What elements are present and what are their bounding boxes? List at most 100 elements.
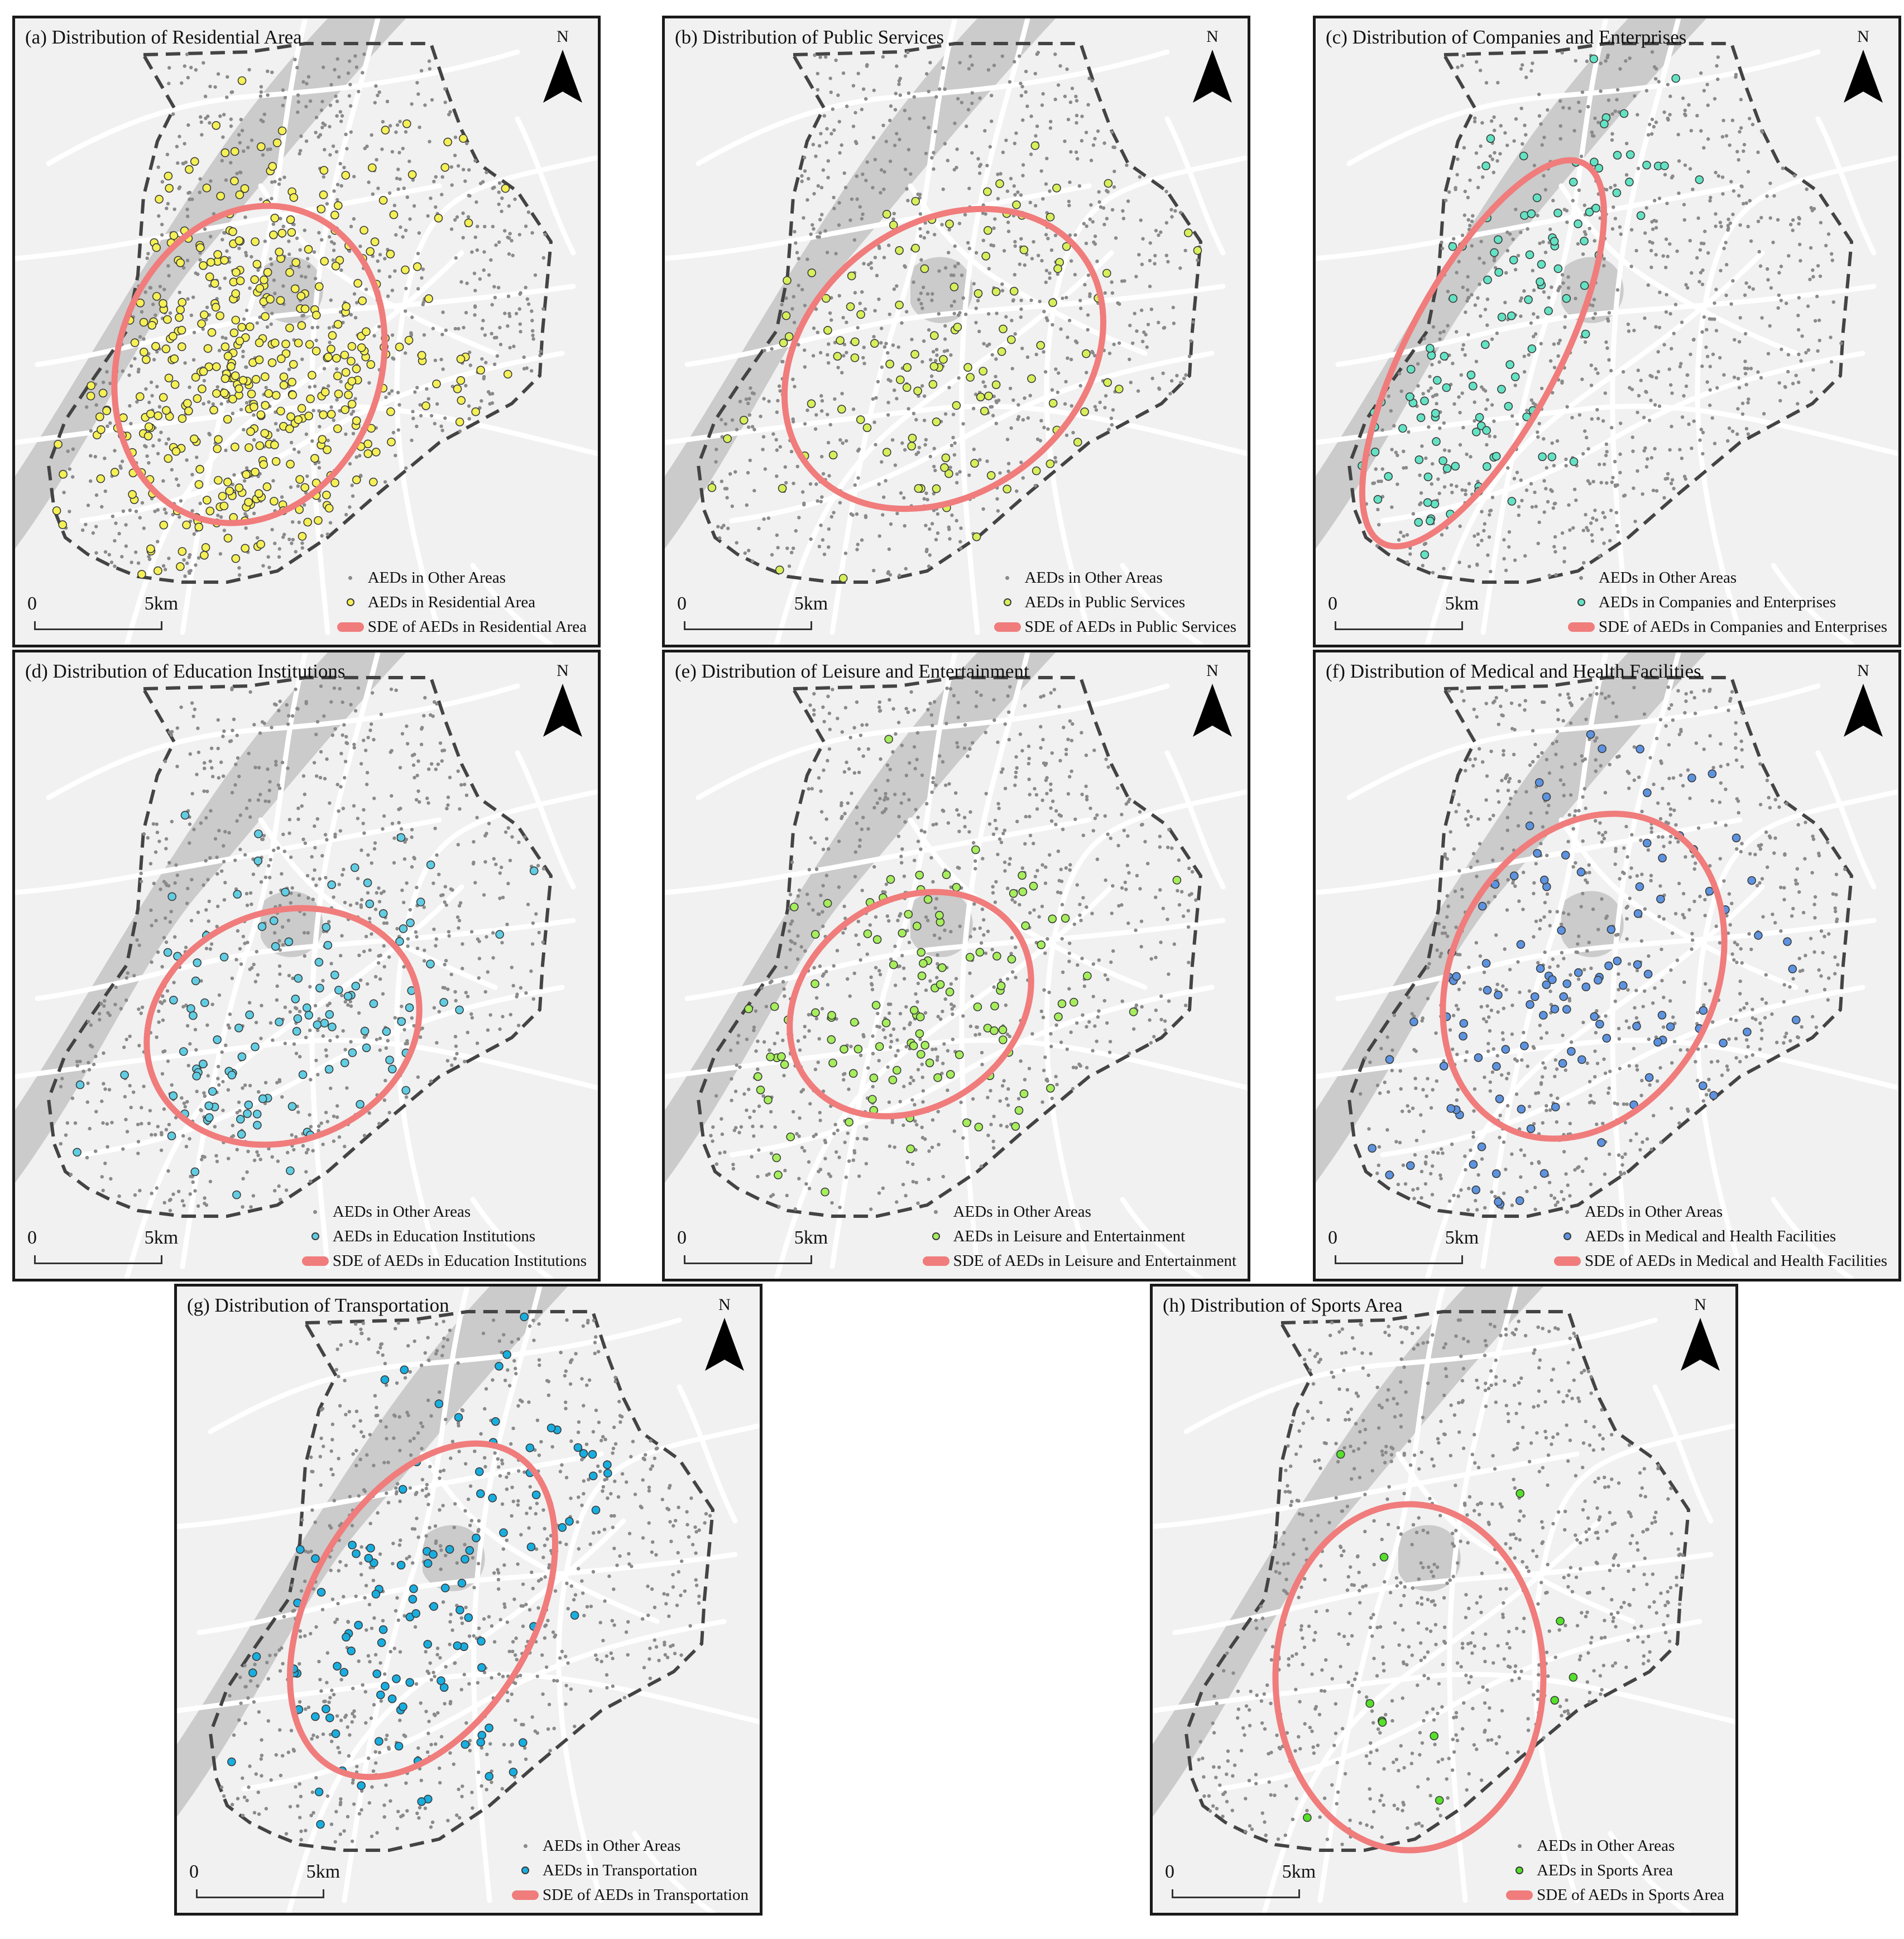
aed-other-point	[274, 763, 278, 767]
aed-category-point	[347, 357, 356, 366]
aed-category-point	[231, 371, 240, 381]
aed-other-point	[202, 61, 205, 65]
aed-other-point	[402, 857, 407, 861]
aed-category-point	[322, 923, 331, 932]
aed-other-point	[1427, 389, 1431, 393]
aed-other-point	[216, 1077, 220, 1081]
aed-other-point	[1527, 353, 1531, 357]
aed-other-point	[842, 354, 846, 358]
aed-other-point	[1184, 373, 1188, 377]
aed-other-point	[1000, 289, 1005, 292]
aed-other-point	[1664, 310, 1668, 314]
aed-other-point	[817, 545, 822, 549]
aed-category-point	[387, 438, 396, 447]
aed-other-point	[1002, 1079, 1006, 1083]
aed-other-point	[446, 803, 450, 807]
aed-other-point	[345, 1086, 349, 1090]
aed-other-point	[903, 54, 908, 58]
aed-other-point	[720, 435, 724, 439]
aed-other-point	[774, 438, 778, 442]
aed-other-point	[944, 722, 948, 726]
aed-other-point	[1032, 908, 1036, 912]
aed-other-point	[462, 325, 466, 330]
aed-category-point	[289, 193, 299, 202]
aed-other-point	[287, 367, 291, 371]
aed-other-point	[1691, 188, 1695, 191]
aed-other-point	[1110, 423, 1114, 427]
aed-other-point	[486, 970, 490, 974]
other-point-swatch	[313, 1210, 318, 1214]
aed-category-point	[1491, 452, 1501, 461]
aed-other-point	[94, 1110, 98, 1114]
aed-other-point	[1779, 299, 1783, 303]
aed-other-point	[1558, 137, 1562, 141]
aed-other-point	[974, 704, 979, 708]
aed-other-point	[746, 471, 750, 475]
aed-other-point	[289, 265, 293, 268]
aed-other-point	[802, 503, 806, 507]
aed-other-point	[952, 453, 957, 457]
sde-swatch	[1567, 622, 1595, 632]
aed-other-point	[1166, 260, 1170, 264]
aed-other-point	[1558, 99, 1562, 103]
aed-other-point	[1021, 418, 1025, 422]
aed-other-point	[155, 831, 160, 834]
aed-other-point	[241, 349, 245, 353]
aed-other-point	[1008, 862, 1011, 866]
aed-other-point	[986, 929, 990, 933]
aed-other-point	[399, 225, 402, 229]
aed-other-point	[119, 1007, 123, 1011]
aed-other-point	[973, 867, 977, 871]
aed-other-point	[1550, 285, 1553, 289]
aed-other-point	[1484, 81, 1489, 85]
aed-other-point	[352, 804, 356, 808]
aed-other-point	[218, 286, 222, 290]
aed-other-point	[934, 359, 938, 363]
aed-other-point	[137, 1044, 141, 1048]
aed-other-point	[989, 1122, 993, 1126]
aed-category-point	[269, 916, 279, 925]
aed-category-point	[144, 422, 154, 431]
aed-category-point	[939, 355, 948, 364]
aed-other-point	[248, 286, 252, 290]
aed-category-point	[230, 147, 239, 156]
aed-other-point	[206, 877, 210, 882]
aed-category-point	[1433, 376, 1442, 385]
aed-other-point	[1042, 310, 1046, 314]
aed-other-point	[1019, 307, 1023, 311]
aed-other-point	[340, 934, 344, 938]
aed-other-point	[888, 118, 892, 122]
aed-other-point	[896, 919, 900, 923]
aed-other-point	[1607, 358, 1611, 362]
aed-other-point	[397, 808, 401, 812]
aed-other-point	[1542, 510, 1546, 514]
aed-other-point	[1565, 220, 1569, 224]
aed-other-point	[477, 939, 481, 943]
aed-other-point	[1811, 268, 1815, 272]
aed-other-point	[828, 423, 832, 427]
north-arrow-icon: N	[1193, 27, 1232, 111]
aed-category-point	[269, 230, 278, 239]
aed-other-point	[821, 910, 824, 914]
aed-other-point	[66, 449, 70, 453]
aed-other-point	[958, 546, 963, 550]
aed-other-point	[156, 540, 160, 544]
aed-other-point	[1561, 281, 1565, 285]
panel-title: (b) Distribution of Public Services	[675, 26, 944, 48]
aed-other-point	[1700, 330, 1704, 334]
aed-other-point	[377, 961, 381, 965]
aed-other-point	[1657, 80, 1661, 84]
aed-other-point	[233, 783, 237, 787]
aed-other-point	[1737, 158, 1740, 162]
aed-other-point	[401, 235, 405, 239]
aed-other-point	[1056, 390, 1060, 395]
aed-other-point	[306, 1148, 310, 1151]
aed-other-point	[877, 246, 881, 250]
aed-other-point	[1069, 404, 1073, 408]
aed-other-point	[335, 398, 339, 402]
aed-other-point	[94, 1149, 98, 1153]
aed-other-point	[946, 821, 951, 825]
aed-other-point	[1088, 294, 1092, 299]
aed-other-point	[1682, 474, 1687, 478]
aed-other-point	[1603, 391, 1607, 395]
